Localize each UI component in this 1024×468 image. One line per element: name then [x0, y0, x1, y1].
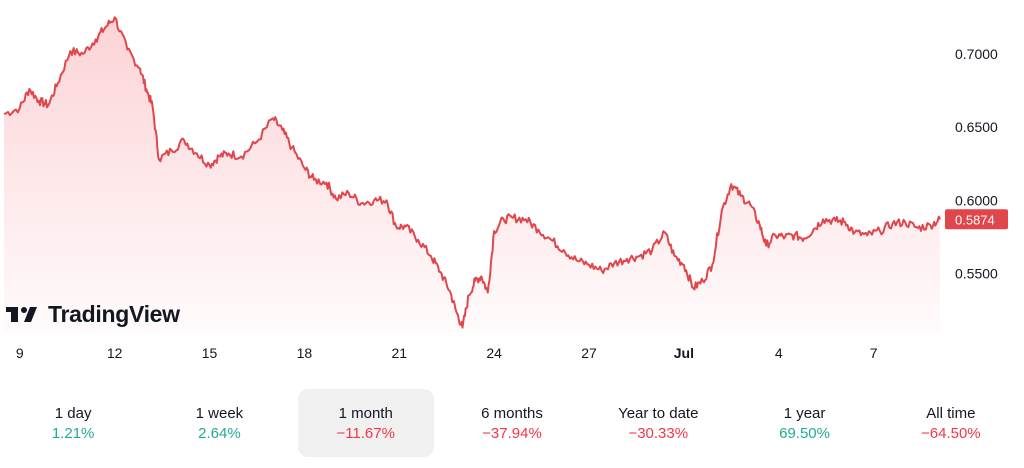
period-tab[interactable]: 1 month −11.67%	[297, 389, 434, 457]
current-price-badge-bg	[945, 209, 1008, 230]
x-axis-tick-label: 18	[297, 345, 313, 361]
x-axis-tick-label: 4	[775, 345, 783, 361]
period-label: 1 month	[338, 404, 393, 422]
x-axis-tick-label: 15	[202, 345, 218, 361]
current-price-badge: 0.5874	[945, 209, 1008, 230]
x-axis-tick-label: Jul	[674, 345, 694, 361]
tradingview-logo-icon	[6, 307, 37, 322]
y-axis-tick-label: 0.5500	[955, 265, 998, 281]
price-chart: 0.7000 0.6500 0.6000 0.5500 9 12 15 18 21 24 27 Ju…	[3, 16, 1008, 361]
price-area-fill	[4, 17, 940, 333]
period-change-value: −11.67%	[336, 424, 395, 442]
period-tab[interactable]: 1 year 69.50%	[737, 389, 873, 457]
period-tab[interactable]: 1 week 2.64%	[151, 389, 287, 457]
tradingview-logo[interactable]: TradingView	[6, 299, 180, 329]
price-chart-svg: 0.7000 0.6500 0.6000 0.5500 9 12 15 18 21 24 27 Ju…	[3, 16, 1008, 361]
period-change-value: 1.21%	[51, 424, 95, 442]
current-price-label: 0.5874	[955, 212, 995, 227]
x-axis-tick-label: 12	[107, 345, 123, 361]
period-label: 1 day	[54, 404, 92, 422]
x-axis-tick-label: 24	[486, 345, 502, 361]
period-change-value: −64.50%	[921, 424, 981, 442]
period-tab[interactable]: All time −64.50%	[883, 389, 1019, 457]
period-label: Year to date	[618, 404, 699, 422]
period-tab[interactable]: 6 months −37.94%	[444, 389, 580, 457]
period-label: 1 year	[783, 404, 826, 422]
x-axis-tick-label: 27	[581, 345, 597, 361]
price-line	[3, 16, 941, 329]
y-axis-tick-label: 0.7000	[955, 46, 998, 62]
x-axis-tick-label: 7	[870, 345, 878, 361]
period-label: 1 week	[195, 404, 244, 422]
x-axis-tick-label: 21	[391, 345, 407, 361]
period-label: All time	[926, 404, 976, 422]
period-change-value: −30.33%	[628, 424, 689, 442]
y-axis-tick-label: 0.6000	[955, 192, 998, 208]
period-tab[interactable]: Year to date −30.33%	[590, 389, 726, 457]
period-change-value: 69.50%	[779, 424, 830, 442]
period-change-value: 2.64%	[198, 424, 241, 442]
period-selector: 1 day 1.21% 1 week 2.64% 1 month −11.67% 6 mon…	[0, 388, 1024, 458]
period-label: 6 months	[481, 404, 543, 422]
period-tab[interactable]: 1 day 1.21%	[5, 389, 141, 457]
y-axis-tick-label: 0.6500	[955, 119, 998, 135]
x-axis-tick-label: 9	[16, 345, 24, 361]
period-change-value: −37.94%	[482, 424, 542, 442]
brand-name: TradingView	[48, 300, 180, 327]
